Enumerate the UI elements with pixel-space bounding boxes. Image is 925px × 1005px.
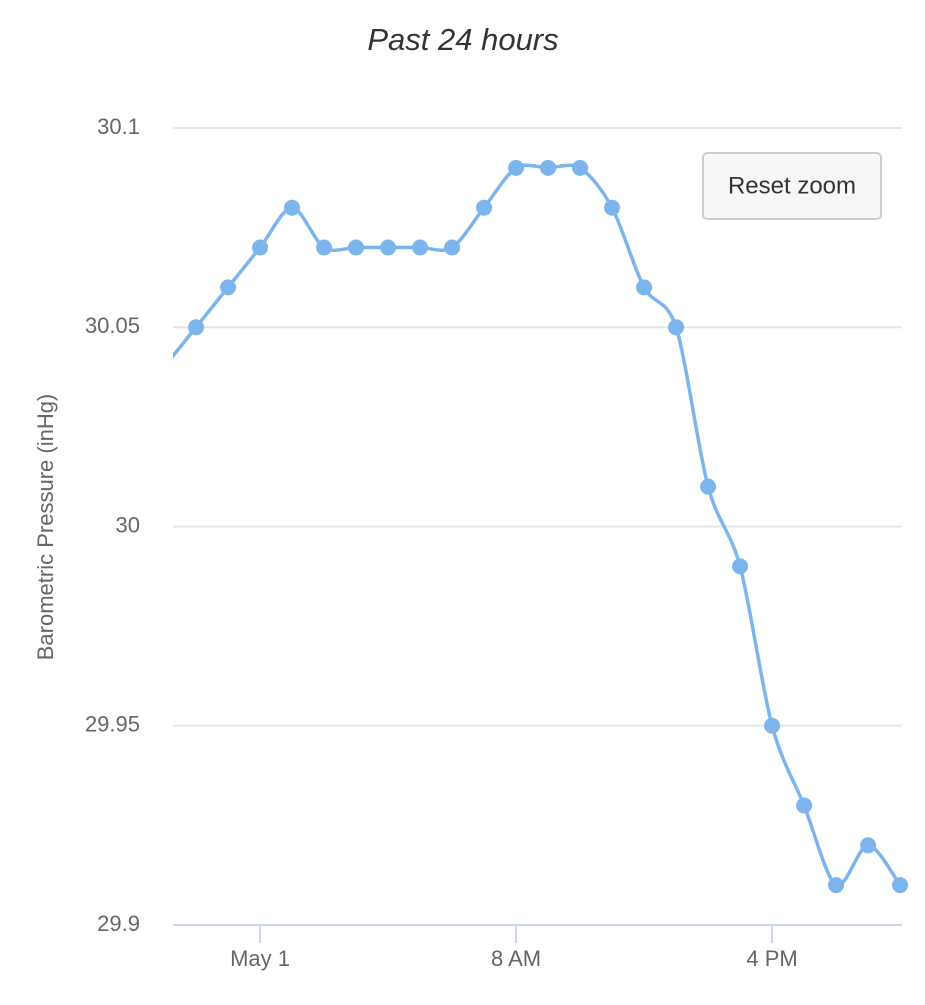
x-tick-label: 4 PM: [746, 946, 797, 971]
y-tick-label: 29.95: [85, 712, 140, 737]
data-point: [476, 199, 493, 216]
data-point: [348, 239, 365, 256]
y-tick-label: 30: [116, 512, 140, 537]
data-point: [444, 239, 461, 256]
data-point: [668, 319, 685, 336]
x-tick-label: 8 AM: [491, 946, 541, 971]
data-point: [316, 239, 333, 256]
data-point: [412, 239, 429, 256]
data-point: [796, 797, 813, 814]
data-point: [508, 159, 525, 176]
data-point: [892, 877, 909, 894]
button-label[interactable]: Reset zoom: [728, 172, 856, 199]
data-point: [700, 478, 717, 495]
y-tick-label: 29.9: [97, 911, 140, 936]
data-point: [540, 159, 557, 176]
data-point: [604, 199, 621, 216]
data-point: [636, 279, 653, 296]
grid: 29.9 29.95 30 30.05 30.1 May 1 8 AM 4 PM: [85, 114, 902, 971]
data-point: [156, 359, 172, 375]
data-point: [572, 159, 589, 176]
data-point: [380, 239, 397, 256]
data-point: [764, 717, 781, 734]
plot: [156, 159, 909, 894]
x-tick-label: May 1: [230, 946, 290, 971]
data-point: [732, 558, 749, 575]
data-point: [284, 199, 301, 216]
y-tick-label: 30.1: [97, 114, 140, 139]
reset-zoom-button[interactable]: Reset zoom: [702, 152, 882, 220]
y-tick-label: 30.05: [85, 313, 140, 338]
data-point: [252, 239, 269, 256]
series-line: [173, 163, 902, 888]
data-point: [220, 279, 237, 296]
data-point: [860, 837, 877, 854]
data-point: [188, 319, 205, 336]
data-point: [828, 877, 845, 894]
y-axis-label: Barometric Pressure (inHg): [33, 394, 58, 661]
button-box[interactable]: [702, 152, 882, 220]
chart-title: Past 24 hours: [367, 22, 558, 57]
